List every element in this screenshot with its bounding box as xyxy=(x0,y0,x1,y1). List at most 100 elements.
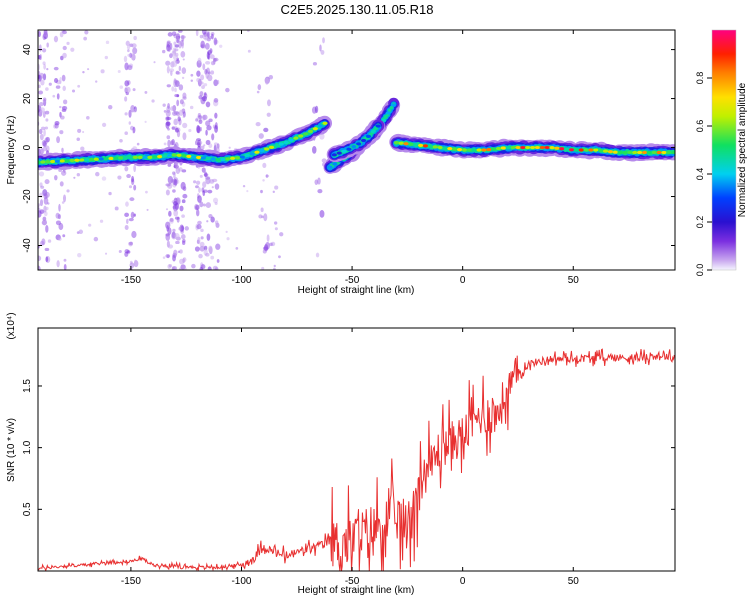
noise-speckle xyxy=(173,179,177,186)
noise-speckle xyxy=(175,241,180,244)
noise-speckle xyxy=(43,129,46,137)
track-hotspot xyxy=(399,142,404,145)
track-hotspot xyxy=(462,148,467,151)
noise-speckle xyxy=(133,164,136,172)
track-hotspot xyxy=(79,158,84,161)
noise-speckle xyxy=(243,185,245,187)
noise-speckle xyxy=(134,260,137,264)
noise-speckle xyxy=(263,128,268,132)
noise-speckle xyxy=(54,78,58,83)
noise-speckle xyxy=(257,91,260,94)
y-tick-label: 40 xyxy=(22,44,33,56)
track-hotspot xyxy=(133,156,138,159)
noise-speckle xyxy=(208,246,212,253)
noise-speckle xyxy=(206,140,211,145)
noise-speckle xyxy=(82,71,84,73)
noise-speckle xyxy=(181,234,186,239)
track-hotspot xyxy=(486,148,491,151)
noise-speckle xyxy=(196,71,200,77)
noise-speckle xyxy=(43,141,47,147)
noise-speckle xyxy=(151,99,154,102)
track-hotspot xyxy=(293,137,298,140)
noise-speckle xyxy=(173,119,178,126)
noise-speckle xyxy=(106,41,109,44)
noise-speckle xyxy=(169,68,174,72)
noise-speckle xyxy=(105,253,107,255)
noise-speckle xyxy=(40,80,44,86)
track-hotspot xyxy=(564,148,569,151)
noise-speckle xyxy=(133,185,136,191)
noise-speckle xyxy=(321,50,325,55)
noise-speckle xyxy=(80,147,84,151)
noise-speckle xyxy=(263,213,267,221)
noise-speckle xyxy=(131,231,136,238)
y-tick-label: -20 xyxy=(22,189,33,204)
track-hotspot xyxy=(318,124,323,127)
track-hotspot xyxy=(632,151,637,154)
noise-speckle xyxy=(191,264,195,268)
noise-speckle xyxy=(210,256,214,260)
x-tick-label: -100 xyxy=(231,275,251,286)
track-hotspot xyxy=(637,151,642,154)
track-hotspot xyxy=(332,162,337,165)
noise-speckle xyxy=(59,130,63,134)
track-hotspot xyxy=(254,151,259,154)
noise-speckle xyxy=(190,74,193,77)
noise-speckle xyxy=(54,175,58,180)
noise-speckle xyxy=(36,256,41,261)
track-hotspot xyxy=(618,151,623,154)
track-hotspot xyxy=(274,144,279,147)
track-hotspot xyxy=(545,146,550,149)
noise-speckle xyxy=(210,70,214,74)
noise-speckle xyxy=(63,99,67,104)
noise-speckle xyxy=(86,116,90,120)
track-hotspot xyxy=(457,148,462,151)
noise-speckle xyxy=(198,187,201,193)
noise-speckle xyxy=(125,88,128,91)
noise-speckle xyxy=(215,183,219,189)
noise-speckle xyxy=(43,61,46,65)
track-hotspot xyxy=(433,145,438,148)
noise-speckle xyxy=(196,209,199,216)
noise-speckle xyxy=(167,103,170,109)
noise-speckle xyxy=(200,175,203,178)
noise-speckle xyxy=(166,122,171,126)
track-hotspot xyxy=(104,157,109,160)
figure-title: C2E5.2025.130.11.05.R18 xyxy=(281,2,434,17)
noise-speckle xyxy=(95,172,99,176)
noise-speckle xyxy=(42,48,46,52)
spectrogram-track xyxy=(31,116,332,171)
noise-speckle xyxy=(124,56,127,62)
track-hotspot xyxy=(613,151,618,154)
noise-speckle xyxy=(183,58,185,60)
noise-speckle xyxy=(63,194,66,202)
noise-speckle xyxy=(56,213,60,219)
noise-speckle xyxy=(174,48,178,51)
noise-speckle xyxy=(176,71,181,74)
noise-speckle xyxy=(319,210,324,218)
noise-speckle xyxy=(182,194,187,199)
noise-speckle xyxy=(129,185,132,188)
noise-speckle xyxy=(278,255,281,258)
noise-speckle xyxy=(39,171,44,176)
noise-speckle xyxy=(196,125,200,133)
y-tick-label: 1.5 xyxy=(22,379,33,393)
noise-speckle xyxy=(279,232,283,236)
x-tick-label: -150 xyxy=(121,576,141,587)
noise-speckle xyxy=(169,264,172,267)
noise-speckle xyxy=(63,46,67,50)
noise-speckle xyxy=(165,222,170,229)
track-hotspot xyxy=(308,130,313,133)
noise-speckle xyxy=(126,219,129,224)
noise-speckle xyxy=(316,253,319,258)
track-hotspot xyxy=(138,156,143,159)
colorbar-tick-label: 0.8 xyxy=(695,72,705,85)
noise-speckle xyxy=(206,202,211,208)
track-hotspot xyxy=(327,166,332,169)
noise-speckle xyxy=(82,131,84,133)
track-hotspot xyxy=(40,160,45,163)
noise-speckle xyxy=(200,229,203,232)
track-hotspot xyxy=(366,135,371,138)
